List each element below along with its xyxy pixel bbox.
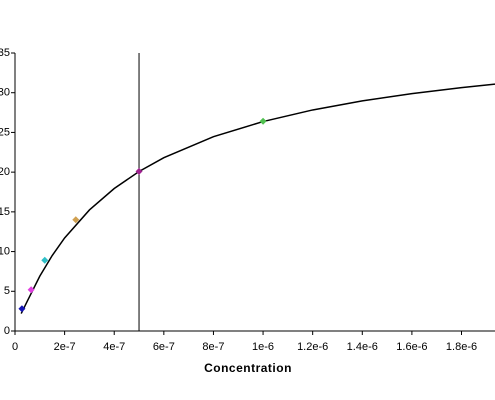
x-axis-label: Concentration [204,361,292,375]
data-point [259,117,267,125]
data-point [72,216,80,224]
x-tick-label: 1.2e-6 [297,341,328,353]
y-tick-label: 15 [0,206,10,218]
x-tick-label: 1.4e-6 [347,341,378,353]
y-tick-label: 25 [0,126,10,138]
x-tick-label: 1.6e-6 [396,341,427,353]
x-tick-label: 2e-7 [54,341,76,353]
y-tick-label: 0 [4,325,10,337]
x-tick-label: 4e-7 [103,341,125,353]
data-point [18,305,26,313]
y-tick-label: 10 [0,245,10,257]
x-tick-label: 1e-6 [252,341,274,353]
data-point [41,256,49,264]
fit-curve [20,83,495,314]
data-point [27,286,35,294]
x-tick-label: 8e-7 [202,341,224,353]
y-tick-label: 30 [0,87,10,99]
y-tick-label: 35 [0,47,10,59]
x-tick-label: 1.8e-6 [446,341,477,353]
y-tick-label: 5 [4,285,10,297]
data-point [135,167,143,175]
x-tick-label: 0 [12,341,18,353]
x-tick-label: 6e-7 [153,341,175,353]
y-tick-label: 20 [0,166,10,178]
